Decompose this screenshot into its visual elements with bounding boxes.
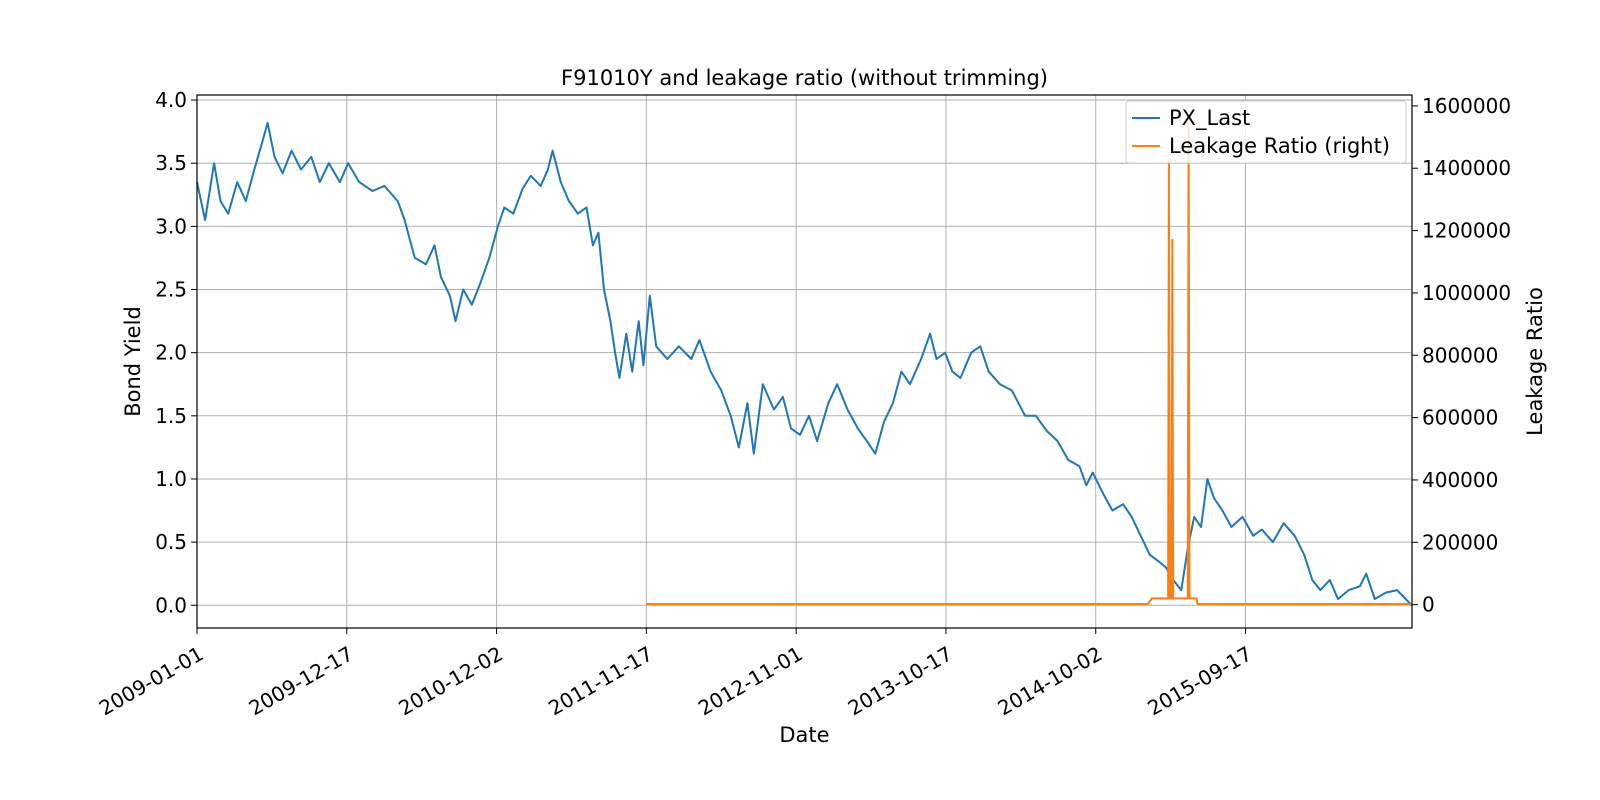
grid <box>196 95 1412 628</box>
y-right-tick-label: 0 <box>1422 593 1435 617</box>
y-right-tick-label: 1000000 <box>1422 281 1511 305</box>
y-axis-title: Bond Yield <box>121 306 145 417</box>
y-tick-label: 0.5 <box>155 530 187 554</box>
y-tick-label: 0.0 <box>155 593 187 617</box>
y-right-tick-label: 400000 <box>1422 468 1498 492</box>
series-line-leakage-ratio <box>646 120 1412 605</box>
legend-label-leakage-ratio: Leakage Ratio (right) <box>1169 134 1390 158</box>
y-tick-label: 2.0 <box>155 341 187 365</box>
legend-label-px-last: PX_Last <box>1169 106 1250 131</box>
y-right-tick-label: 600000 <box>1422 406 1498 430</box>
y-right-tick-label: 1200000 <box>1422 219 1511 243</box>
y-tick-label: 2.5 <box>155 278 187 302</box>
y-right-tick-label: 1400000 <box>1422 156 1511 180</box>
y-tick-label: 3.5 <box>155 151 187 175</box>
y-tick-label: 4.0 <box>155 88 187 112</box>
legend-box <box>1125 100 1407 164</box>
y-right-tick-label: 800000 <box>1422 343 1498 367</box>
series-line-px-last <box>196 121 1413 607</box>
y-tick-label: 3.0 <box>155 214 187 238</box>
chart-title: F91010Y and leakage ratio (without trimm… <box>561 66 1048 90</box>
y-tick-label: 1.0 <box>155 467 187 491</box>
series-layer <box>196 120 1413 607</box>
y-tick-label: 1.5 <box>155 404 187 428</box>
legend: PX_Last Leakage Ratio (right) <box>1125 100 1407 164</box>
y-axis-right-title: Leakage Ratio <box>1523 287 1547 436</box>
y-right-tick-label: 200000 <box>1422 530 1498 554</box>
x-axis-title: Date <box>779 723 829 747</box>
plot-frame <box>196 94 1413 629</box>
y-right-tick-label: 1600000 <box>1422 94 1511 118</box>
